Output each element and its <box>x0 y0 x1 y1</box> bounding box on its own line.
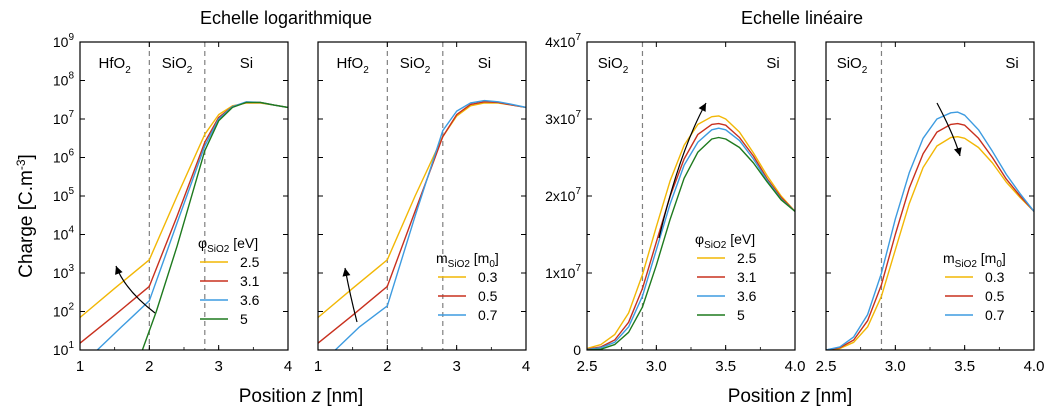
legend-entry: 0.7 <box>478 307 498 323</box>
x-tick-label: 3.5 <box>715 358 736 375</box>
x-tick-label: 4 <box>284 358 292 375</box>
trend-arrow <box>936 102 962 157</box>
y-tick-label: 102 <box>53 302 75 320</box>
trend-arrow <box>115 265 156 314</box>
y-tick-label: 108 <box>53 71 75 89</box>
x-tick-label: 4.0 <box>785 358 806 375</box>
legend-title: mSiO2 [m0] <box>943 250 1006 270</box>
y-tick-label: 2x107 <box>545 186 581 204</box>
legend-entry: 5 <box>240 311 248 327</box>
y-tick-label: 109 <box>53 32 75 50</box>
legend-entry: 0.5 <box>985 288 1005 304</box>
legend-entry: 3.1 <box>240 273 260 289</box>
y-tick-label: 1x107 <box>545 263 581 281</box>
y-tick-label: 104 <box>53 225 75 243</box>
legend-entry: 0.7 <box>985 307 1005 323</box>
region-label: HfO2 <box>337 55 370 76</box>
region-label: SiO2 <box>162 55 193 76</box>
x-tick-label: 2 <box>383 358 391 375</box>
x-tick-label: 4 <box>522 358 530 375</box>
legend: φSiO2 [eV]2.5 3.1 3.6 5 <box>198 235 260 327</box>
x-tick-label: 2 <box>145 358 153 375</box>
y-tick-label: 3x107 <box>545 109 581 127</box>
region-label: Si <box>478 55 491 72</box>
region-label: SiO2 <box>400 55 431 76</box>
y-tick-label: 103 <box>53 263 75 281</box>
group-title-log: Echelle logarithmique <box>200 8 372 28</box>
region-label: Si <box>766 55 779 72</box>
x-tick-label: 3.5 <box>954 358 975 375</box>
series-line <box>96 101 288 350</box>
y-tick-label: 4x107 <box>545 32 581 50</box>
region-label: HfO2 <box>99 55 132 76</box>
series-line <box>587 122 795 350</box>
y-axis-label: Charge [C.m-3] <box>14 154 37 278</box>
series-line <box>587 115 795 350</box>
panel-4: SiO2 Si 2.5 3.0 3.5 4.0 mSiO2 [m0]0.3 0.5 0.7 <box>816 41 1045 375</box>
y-tick-label: 101 <box>53 340 75 358</box>
x-tick-label: 2.5 <box>816 358 837 375</box>
x-tick-label: 1 <box>76 358 84 375</box>
legend-title: φSiO2 [eV] <box>695 231 755 251</box>
legend-entry: 0.3 <box>985 269 1005 285</box>
series-line <box>334 99 526 350</box>
x-tick-label: 3.0 <box>646 358 667 375</box>
region-label: Si <box>240 55 253 72</box>
y-tick-label: 106 <box>53 148 75 166</box>
panel-2: HfO2 SiO2 Si 1 2 3 4 mSiO2 [m0]0.3 0.5 0.7 <box>314 41 530 375</box>
y-tick-label: 0 <box>573 342 581 358</box>
legend-entry: 3.1 <box>737 269 757 285</box>
legend: φSiO2 [eV]2.5 3.1 3.6 5 <box>695 231 757 323</box>
x-tick-label: 3.0 <box>885 358 906 375</box>
x-axis-label-linear: Position z [nm] <box>728 386 853 407</box>
region-label: SiO2 <box>837 55 868 76</box>
region-label: SiO2 <box>598 55 629 76</box>
x-tick-label: 1 <box>314 358 322 375</box>
legend-entry: 2.5 <box>240 254 260 270</box>
legend-entry: 3.6 <box>240 292 260 308</box>
panel-1: HfO2 SiO2 Si 1 2 3 4 101 102 103 104 105 106 107 108 10… <box>53 32 292 375</box>
x-tick-label: 3 <box>452 358 460 375</box>
series-line <box>318 102 526 319</box>
legend-entry: 5 <box>737 307 745 323</box>
x-tick-label: 4.0 <box>1024 358 1045 375</box>
trend-arrow <box>342 267 358 323</box>
x-axis-label-log: Position z [nm] <box>239 386 364 407</box>
x-tick-label: 2.5 <box>577 358 598 375</box>
region-label: Si <box>1005 55 1018 72</box>
y-tick-label: 107 <box>53 109 75 127</box>
legend-entry: 0.5 <box>478 288 498 304</box>
series-line <box>587 136 795 350</box>
plots: HfO2 SiO2 Si1 2 3 410110210310410510610710810… <box>53 32 1045 375</box>
panel-3: SiO2 Si 2.5 3.0 3.5 4.0 0 1x107 2x107 3x107 4x107 φ… <box>545 32 805 375</box>
x-tick-label: 3 <box>214 358 222 375</box>
series-line <box>826 122 1034 350</box>
series-line <box>141 101 288 350</box>
legend-title: mSiO2 [m0] <box>436 250 499 270</box>
group-title-linear: Echelle linéaire <box>741 8 863 28</box>
legend-title: φSiO2 [eV] <box>198 235 258 255</box>
trend-arrow <box>658 102 707 239</box>
legend-entry: 3.6 <box>737 288 757 304</box>
legend: mSiO2 [m0]0.3 0.5 0.7 <box>436 250 499 323</box>
legend-entry: 0.3 <box>478 269 498 285</box>
y-tick-label: 105 <box>53 186 75 204</box>
series-line <box>826 111 1034 350</box>
legend: mSiO2 [m0]0.3 0.5 0.7 <box>943 250 1006 323</box>
legend-entry: 2.5 <box>737 250 757 266</box>
series-line <box>587 127 795 350</box>
series-line <box>826 136 1034 350</box>
plot-frame <box>586 41 796 351</box>
